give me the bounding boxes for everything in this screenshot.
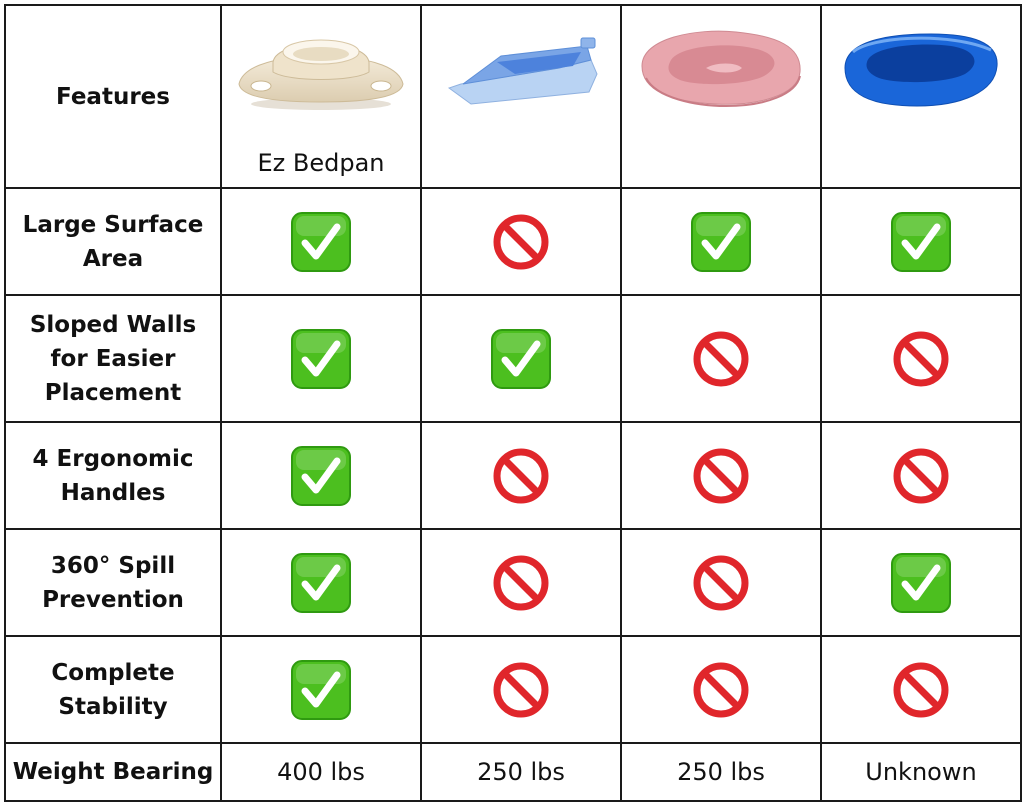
feature-label-line: 360° Spill: [50, 552, 176, 579]
feature-value-cell: [620, 294, 822, 423]
pink-oval-bedpan-icon: [641, 30, 801, 108]
feature-label-line: Sloped Walls: [29, 311, 197, 338]
weight-bearing-row: Weight Bearing 400 lbs 250 lbs 250 lbs Unkno…: [4, 742, 1022, 802]
weight-bearing-value: 250 lbs: [620, 742, 822, 802]
check-mark-icon: [891, 552, 951, 613]
check-mark-icon: [291, 659, 351, 720]
feature-row: Complete Stability: [4, 635, 1022, 744]
feature-label-line: Prevention: [42, 586, 184, 613]
product-blue-contoured-cell: [820, 4, 1022, 189]
feature-value-cell: [420, 187, 622, 296]
prohibited-icon: [893, 331, 949, 386]
feature-label: Complete Stability: [4, 635, 222, 744]
feature-value-cell: [420, 294, 622, 423]
feature-value-cell: [620, 187, 822, 296]
feature-label: 360° Spill Prevention: [4, 528, 222, 637]
feature-row: Sloped Walls for Easier Placement: [4, 294, 1022, 423]
weight-bearing-value: 400 lbs: [220, 742, 422, 802]
feature-value-cell: [820, 294, 1022, 423]
feature-label-line: Complete: [51, 659, 175, 686]
feature-label: Sloped Walls for Easier Placement: [4, 294, 222, 423]
feature-value-cell: [420, 635, 622, 744]
feature-value-cell: [220, 294, 422, 423]
check-mark-icon: [491, 328, 551, 389]
feature-value-cell: [820, 528, 1022, 637]
feature-label-line: Stability: [58, 693, 168, 720]
feature-value-cell: [620, 528, 822, 637]
feature-row: 360° Spill Prevention: [4, 528, 1022, 637]
feature-row: 4 Ergonomic Handles: [4, 421, 1022, 530]
blue-contoured-bedpan-icon: [844, 33, 998, 107]
feature-row: Large Surface Area: [4, 187, 1022, 296]
prohibited-icon: [693, 448, 749, 503]
cream-four-handle-bedpan-icon: [238, 39, 404, 110]
blue-fracture-bedpan-icon: [447, 37, 598, 105]
prohibited-icon: [493, 214, 549, 269]
product-pink-oval-cell: [620, 4, 822, 189]
header-row: Features Ez Bedpan: [4, 4, 1022, 189]
check-mark-icon: [291, 328, 351, 389]
weight-bearing-value: 250 lbs: [420, 742, 622, 802]
prohibited-icon: [693, 331, 749, 386]
feature-label-line: Handles: [60, 479, 166, 506]
prohibited-icon: [893, 448, 949, 503]
check-mark-icon: [691, 211, 751, 272]
feature-value-cell: [220, 635, 422, 744]
weight-bearing-value: Unknown: [820, 742, 1022, 802]
feature-value-cell: [220, 187, 422, 296]
weight-bearing-label: Weight Bearing: [4, 742, 222, 802]
prohibited-icon: [493, 555, 549, 610]
feature-value-cell: [220, 421, 422, 530]
feature-value-cell: [420, 528, 622, 637]
prohibited-icon: [693, 555, 749, 610]
feature-label-line: Placement: [44, 379, 182, 406]
feature-value-cell: [820, 635, 1022, 744]
feature-value-cell: [620, 635, 822, 744]
feature-label-line: for Easier: [50, 345, 176, 372]
prohibited-icon: [493, 448, 549, 503]
check-mark-icon: [891, 211, 951, 272]
feature-label: 4 Ergonomic Handles: [4, 421, 222, 530]
prohibited-icon: [693, 662, 749, 717]
feature-value-cell: [620, 421, 822, 530]
feature-label-line: 4 Ergonomic: [32, 445, 194, 472]
feature-value-cell: [420, 421, 622, 530]
prohibited-icon: [893, 662, 949, 717]
feature-value-cell: [820, 187, 1022, 296]
prohibited-icon: [493, 662, 549, 717]
feature-label-line: Large Surface: [22, 211, 204, 238]
product-blue-fracture-cell: [420, 4, 622, 189]
check-mark-icon: [291, 552, 351, 613]
check-mark-icon: [291, 445, 351, 506]
feature-value-cell: [820, 421, 1022, 530]
feature-label-line: Area: [82, 245, 144, 272]
product-ez-bedpan-cell: Ez Bedpan: [220, 4, 422, 189]
feature-value-cell: [220, 528, 422, 637]
feature-label: Large Surface Area: [4, 187, 222, 296]
comparison-table: Features Ez Bedpan: [4, 4, 1022, 802]
features-header: Features: [4, 4, 222, 189]
product-name-ez-bedpan: Ez Bedpan: [257, 149, 385, 177]
check-mark-icon: [291, 211, 351, 272]
